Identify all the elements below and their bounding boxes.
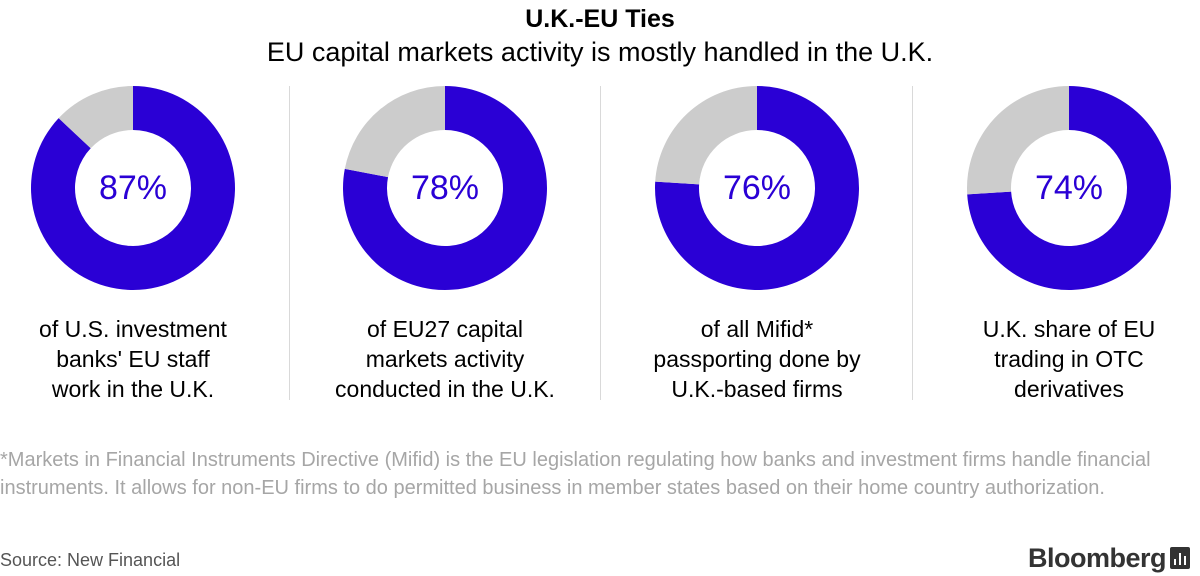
donut-caption-2: of EU27 capital markets activity conduct… [305,314,585,404]
source-note: Source: New Financial [0,550,181,570]
caption-line: trading in OTC [994,346,1144,372]
caption-line: banks' EU staff [56,346,210,372]
donut-segment-uk [655,86,859,290]
donut-segment-uk [967,86,1171,290]
donut-caption-4: U.K. share of EU trading in OTC derivati… [929,314,1200,404]
brand-logo: Bloomberg [1028,541,1190,575]
chart-subtitle: EU capital markets activity is mostly ha… [266,37,934,67]
caption-line: derivatives [1014,376,1124,402]
brand-name: Bloomberg [1027,543,1167,573]
caption-line: U.K.-based firms [671,376,843,402]
caption-line: of all Mifid* [700,316,814,342]
donut-panel-1: 87% of U.S. investment banks' EU staff w… [0,86,273,406]
footnote: *Markets in Financial Instruments Direct… [0,449,1151,499]
donut-value-label-1: 87% [98,169,168,207]
caption-line: markets activity [365,346,525,372]
caption-line: of U.S. investment [39,316,227,342]
donut-caption-3: of all Mifid* passporting done by U.K.-b… [617,314,897,404]
caption-line: conducted in the U.K. [335,376,555,402]
donut-value-label-4: 74% [1034,169,1104,207]
caption-line: passporting done by [653,346,861,372]
panel-divider [600,86,601,400]
donut-value-label-3: 76% [722,169,792,207]
caption-line: work in the U.K. [51,376,215,402]
donut-segment-remainder [967,86,1069,195]
caption-line: of EU27 capital [367,316,523,342]
chart-title: U.K.-EU Ties [525,5,675,33]
donut-segment-uk [30,86,235,290]
panel-divider [289,86,290,400]
donut-chart-1 [30,86,235,290]
donut-chart-3 [655,86,859,290]
donut-panel-2: 78% of EU27 capital markets activity con… [305,86,585,406]
donut-segment-remainder [344,86,445,178]
donut-chart-2 [343,86,547,290]
donut-panel-4: 74% U.K. share of EU trading in OTC deri… [929,86,1200,406]
donut-chart-4 [967,86,1171,290]
donut-panel-3: 76% of all Mifid* passporting done by U.… [617,86,897,406]
bloomberg-chart-icon [1170,547,1190,569]
donut-caption-1: of U.S. investment banks' EU staff work … [0,314,273,404]
donut-value-label-2: 78% [410,169,480,207]
donut-segment-uk [343,86,547,290]
caption-line: U.K. share of EU [982,316,1156,342]
donut-segment-remainder [58,86,133,149]
donut-segment-remainder [655,86,757,185]
panel-divider [912,86,913,400]
